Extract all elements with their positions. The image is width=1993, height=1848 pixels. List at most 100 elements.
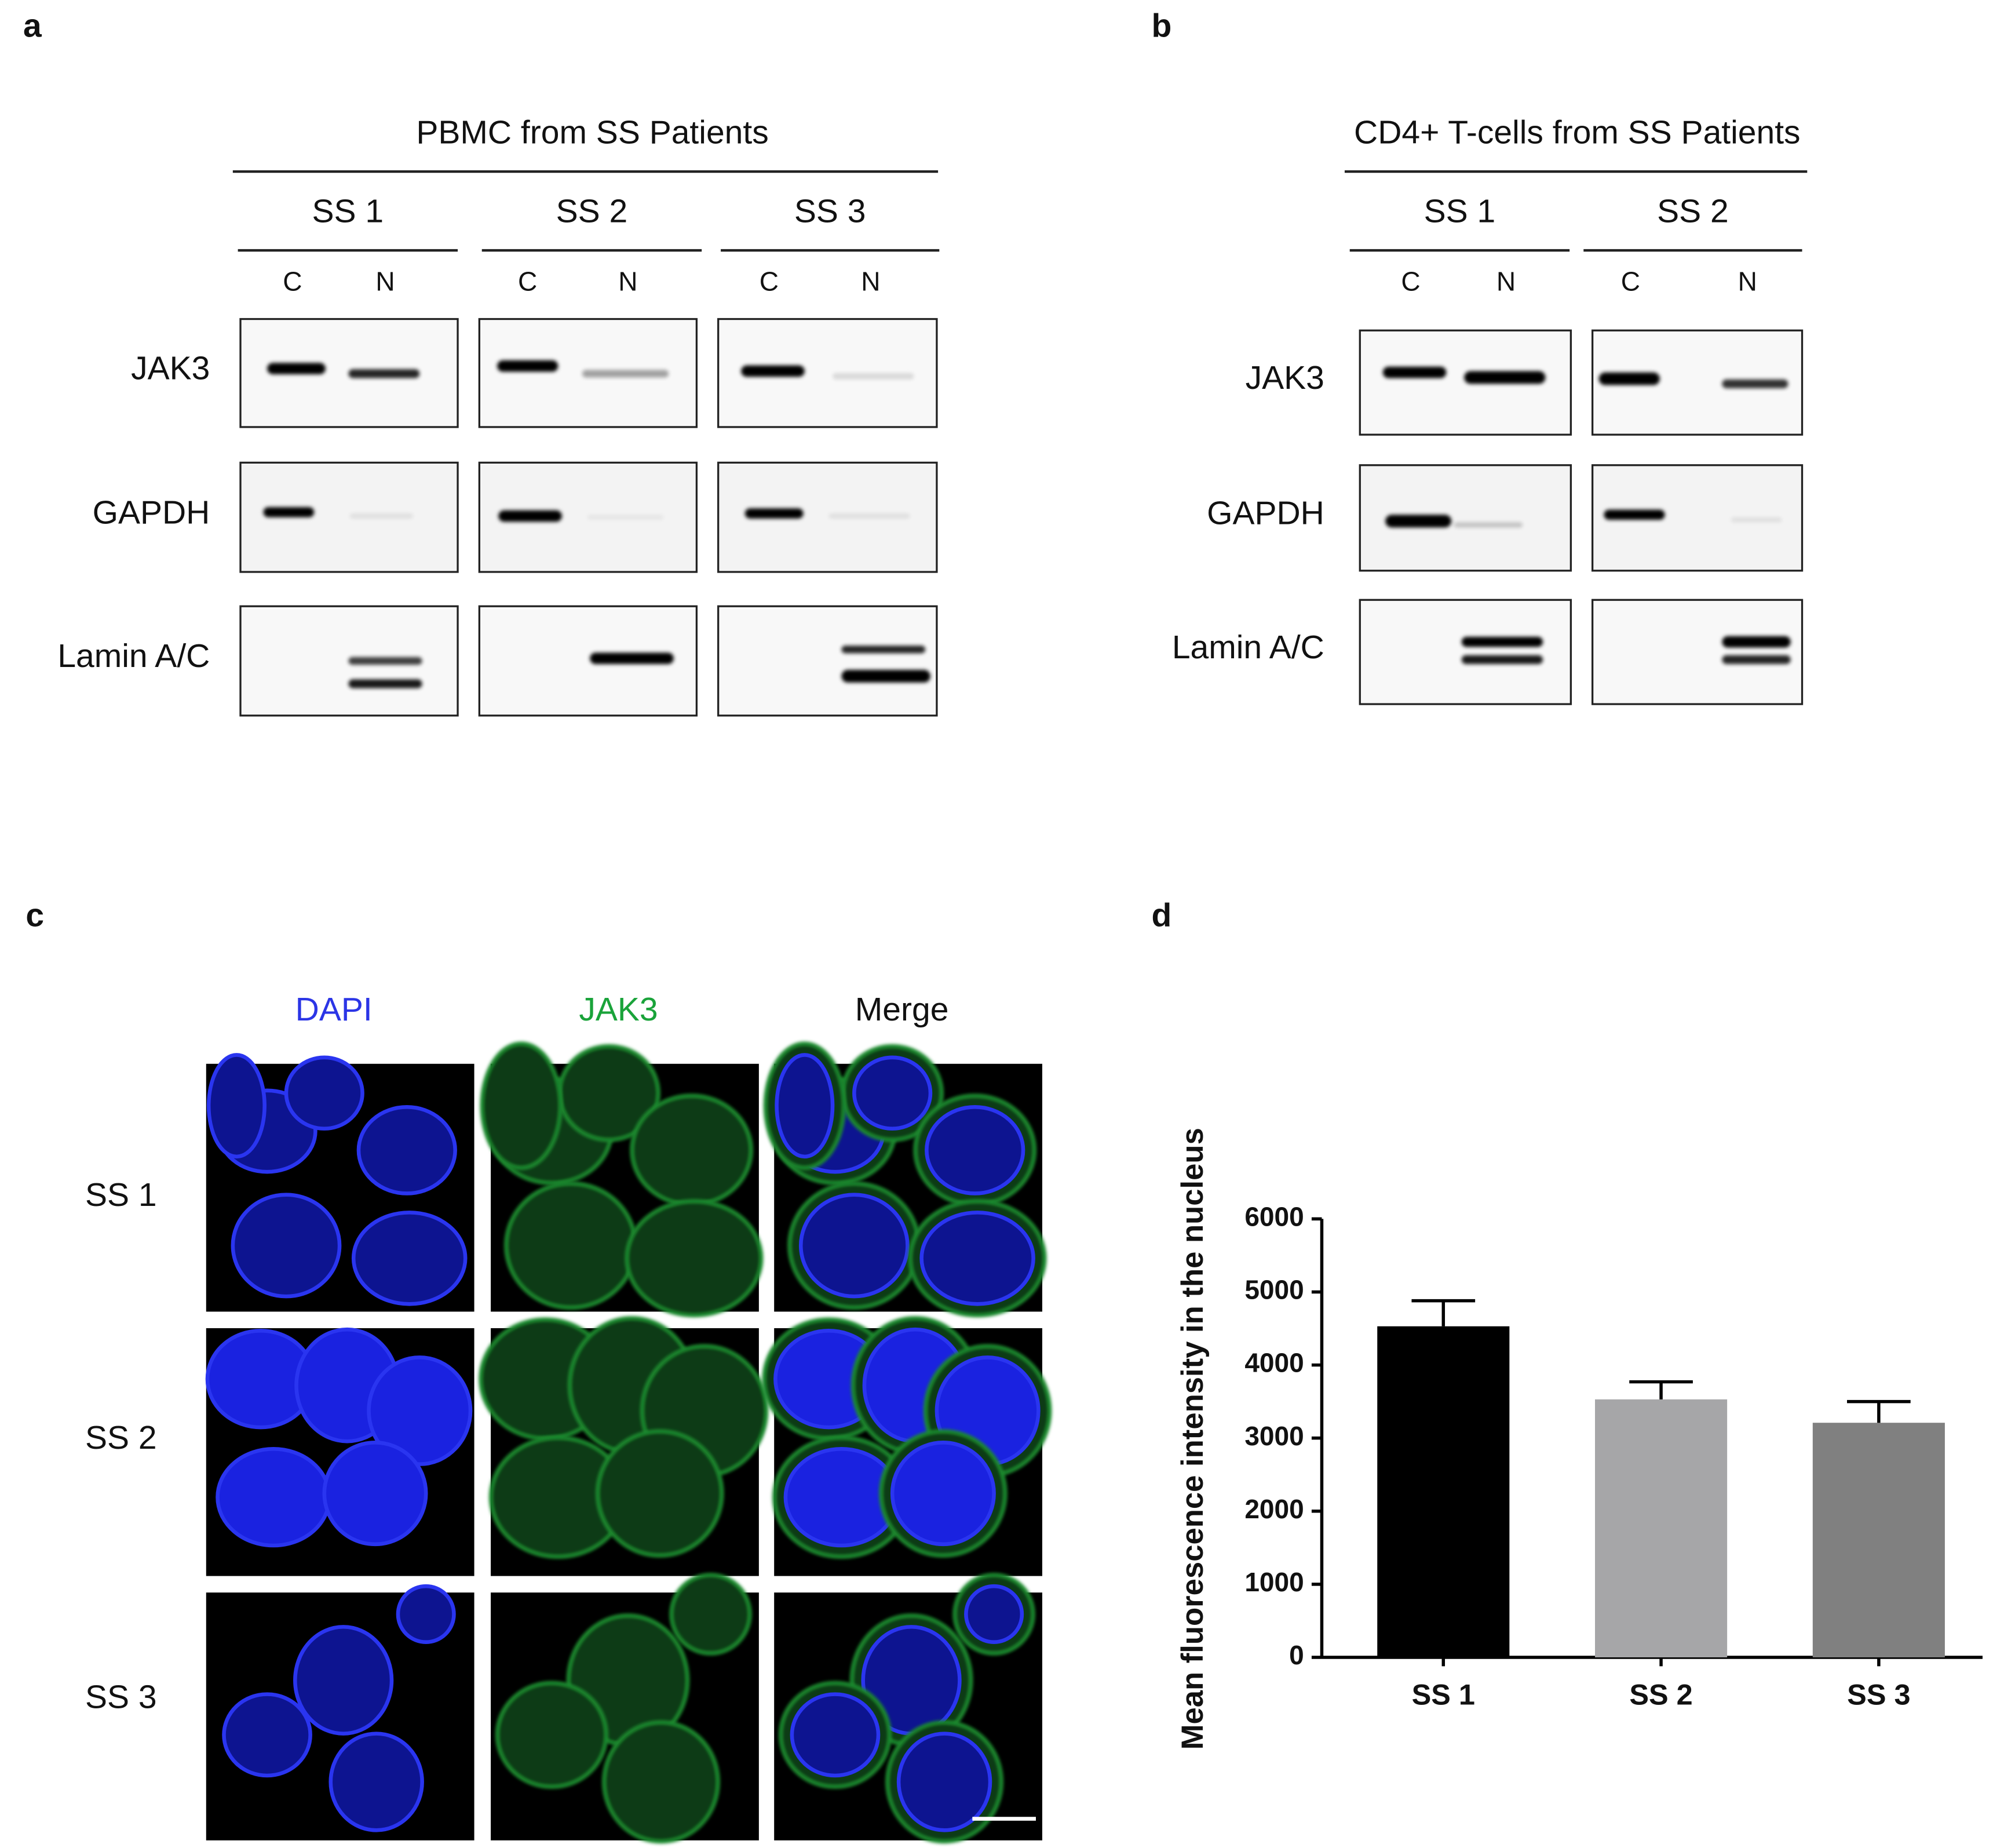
micrograph [479,1316,769,1576]
group-label: SS 1 [1424,193,1496,230]
cell-dapi [222,1692,312,1778]
blot-band [1722,636,1791,648]
blot-band [841,646,926,654]
blot-band [1464,371,1546,384]
blot-band [497,360,559,372]
column-label: Merge [855,991,949,1028]
cell-jak3 [601,1720,720,1844]
lane-label: C [1401,266,1420,296]
blot-box [717,605,938,717]
cell-dapi [322,1441,428,1547]
blot-band [582,370,669,378]
micrograph [205,1327,474,1576]
group-label: SS 2 [1657,193,1729,230]
micrograph [774,1573,1042,1844]
lane-label: C [518,266,537,296]
blot-band [1461,636,1543,647]
cell-dapi [798,1193,910,1299]
blot-band [741,365,805,377]
row-label: GAPDH [1207,494,1324,531]
blot-band [348,657,422,665]
cell-jak3 [625,1199,764,1318]
blot-band [349,513,414,519]
blot-band [348,679,422,688]
panel-label: b [1152,7,1172,44]
error-bar [1847,1399,1911,1423]
panel-label: d [1152,897,1172,934]
cell-dapi [775,1053,835,1159]
error-bar [1411,1299,1476,1326]
row-label: Lamin A/C [1172,629,1324,666]
row-label: Lamin A/C [57,637,210,675]
micrograph [206,1053,474,1312]
error-bar [1629,1380,1693,1399]
blot-band [1461,655,1543,664]
lane-label: C [283,266,302,296]
blot-band [1382,366,1447,378]
blot-box [1359,599,1572,705]
row-label: SS 3 [85,1678,157,1715]
blot-band [828,513,910,519]
cell-dapi [896,1732,992,1832]
row-label: SS 1 [85,1176,157,1213]
cell-dapi [396,1584,456,1644]
blot-band [841,669,930,683]
blot-title: CD4+ T-cells from SS Patients [1354,114,1801,151]
blot-band [587,515,664,520]
cell-dapi [231,1193,342,1299]
micrograph [206,1584,474,1840]
cell-dapi [925,1105,1025,1195]
cell-jak3 [669,1573,752,1656]
cell-dapi [852,1055,933,1131]
y-tick-label: 1000 [1244,1567,1304,1597]
blot-box [1591,599,1804,705]
column-label: JAK3 [579,991,658,1028]
group-label: SS 3 [794,193,866,230]
x-tick-label: SS 2 [1629,1678,1692,1711]
blot-band [1598,372,1660,385]
blot-band [1454,522,1523,528]
cell-jak3 [630,1094,753,1207]
blot-band [348,369,420,378]
column-label: DAPI [295,991,373,1028]
lane-label: C [1621,266,1640,296]
y-tick-label: 4000 [1244,1348,1304,1378]
cell-jak3 [596,1429,724,1558]
blot-band [1604,509,1665,520]
cell-dapi [790,1692,881,1778]
row-label: JAK3 [131,349,210,387]
cell-dapi [328,1732,424,1832]
micrograph [480,1041,764,1318]
row-label: GAPDH [93,494,210,531]
blot-band [833,373,914,380]
lane-label: C [760,266,779,296]
blot-band [263,507,315,517]
y-tick-label: 6000 [1244,1202,1304,1232]
lane-label: N [1496,266,1516,296]
blot-band [1731,517,1782,523]
cell-dapi [206,1053,267,1159]
blot-band [498,510,562,522]
blot-band [267,363,326,374]
bar [1812,1423,1945,1658]
cell-jak3 [495,1681,608,1789]
cell-dapi [293,1625,394,1736]
y-tick-label: 0 [1289,1640,1304,1670]
micrograph [762,1316,1052,1576]
lane-label: N [375,266,395,296]
blot-title: PBMC from SS Patients [416,114,768,151]
y-axis-title: Mean fluorescence intensity in the nucle… [1176,1128,1210,1749]
cell-dapi [351,1211,468,1306]
row-label: JAK3 [1246,359,1324,396]
cell-dapi [964,1584,1024,1644]
panel-label: c [25,897,44,934]
cell-jak3 [480,1041,563,1170]
cell-dapi [367,1355,473,1466]
cell-dapi [890,1441,996,1547]
bar [1595,1399,1728,1658]
row-label: SS 2 [85,1419,157,1456]
cell-dapi [356,1105,457,1195]
cell-dapi [284,1055,364,1131]
